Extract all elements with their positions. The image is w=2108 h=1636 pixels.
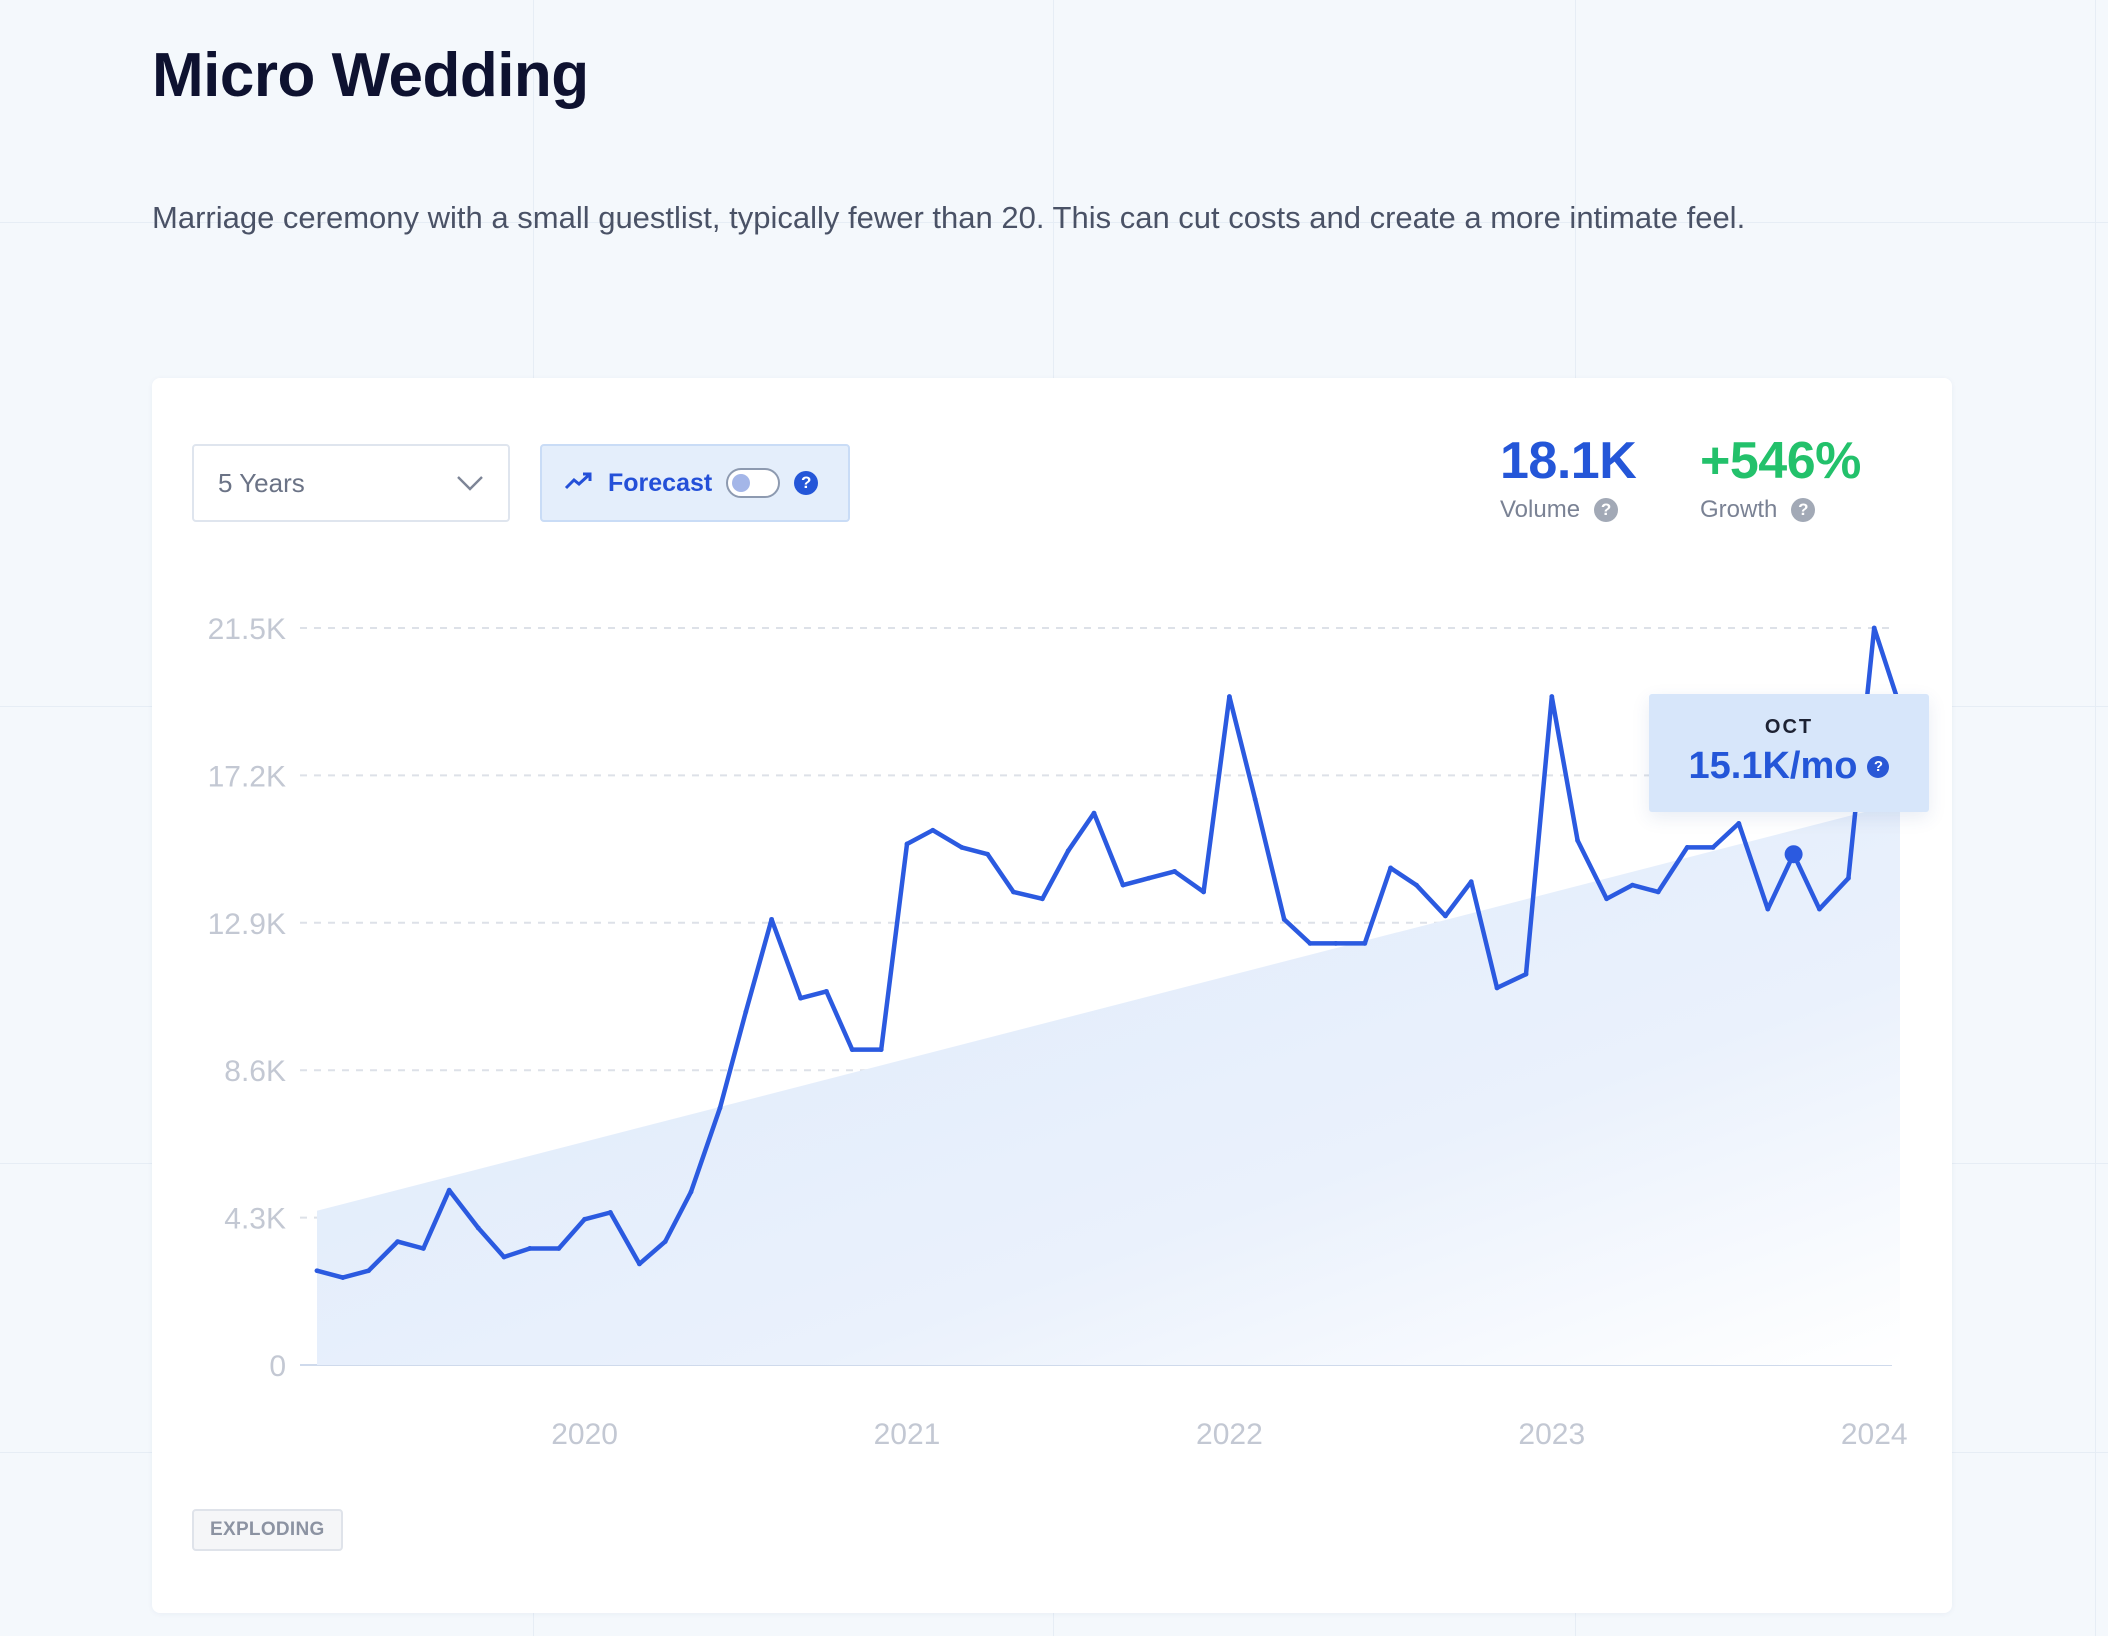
x-tick-label: 2023 [1518,1418,1585,1451]
data-point [1146,875,1152,881]
data-point [1630,882,1635,888]
data-point [395,1239,401,1244]
page-title: Micro Wedding [152,41,589,110]
data-point [1655,889,1661,895]
question-icon[interactable]: ? [794,471,819,495]
forecast-toggle[interactable] [726,468,781,498]
data-point [1604,896,1610,902]
forecast-label: Forecast [608,468,713,497]
tooltip-value: 15.1K/mo [1688,745,1858,787]
data-point [959,844,965,850]
data-point [1227,694,1232,699]
data-point [582,1216,587,1222]
data-point [1523,971,1529,977]
data-point [743,1009,749,1015]
data-point [1575,838,1580,843]
data-point [662,1239,668,1244]
data-point [607,1210,613,1215]
highlight-point [1784,845,1803,864]
data-point [849,1047,855,1053]
volume-stat: 18.1K Volume ? [1500,432,1637,524]
data-point [446,1187,452,1193]
trend-area [317,802,1900,1365]
data-point [823,988,829,994]
toggle-knob [732,474,751,492]
data-point [904,841,910,847]
data-point [1494,985,1500,991]
growth-label: Growth [1700,496,1778,524]
data-point [769,916,774,922]
time-range-select[interactable]: 5 Years [192,444,510,522]
data-point [985,851,990,857]
trend-up-icon [564,471,594,496]
data-point [1252,796,1258,802]
y-tick-label: 0 [269,1350,286,1383]
data-point [1468,879,1474,885]
data-point [1710,844,1716,850]
y-tick-label: 12.9K [208,908,286,941]
data-point [1362,940,1368,946]
data-point [878,1047,884,1053]
volume-value: 18.1K [1500,432,1637,490]
series-line [314,625,1903,1280]
tooltip-month: OCT [1764,716,1814,738]
data-point [420,1246,426,1251]
y-tick-label: 4.3K [224,1203,286,1236]
x-tick-label: 2022 [1196,1418,1263,1451]
data-point [1413,882,1419,888]
data-point [1010,889,1016,895]
forecast-toggle-group[interactable]: Forecast ? [540,444,850,522]
data-point [1281,916,1287,922]
data-point [556,1246,562,1251]
data-point [1201,889,1207,895]
data-point [798,995,804,1001]
data-point [1871,625,1877,631]
data-point [1816,906,1822,912]
chart-tooltip: OCT 15.1K/mo ? [1649,694,1929,812]
data-point [688,1189,694,1195]
data-point [717,1105,723,1111]
question-icon[interactable]: ? [1594,498,1619,523]
data-point [1388,865,1394,871]
data-point [1333,940,1339,946]
data-point [637,1261,642,1267]
data-point [1736,820,1742,826]
data-point [340,1275,346,1280]
data-point [1765,906,1771,912]
volume-label: Volume [1500,496,1581,524]
data-point [1172,868,1177,874]
trend-line-chart[interactable]: 0 4.3K 8.6K 12.9K 17.2K 21.5K 2020 2021 2022 2023… [152,378,1952,1478]
x-tick-label: 2024 [1841,1418,1908,1451]
data-point [930,827,936,833]
data-point [527,1246,533,1251]
data-point [1443,913,1448,919]
y-tick-label: 17.2K [208,760,286,793]
data-point [314,1268,320,1274]
growth-stat: +546% Growth ? [1700,432,1861,524]
time-range-value: 5 Years [218,467,305,498]
data-point [1040,896,1045,902]
growth-value: +546% [1700,432,1861,490]
x-tick-label: 2021 [874,1418,941,1451]
status-badge: EXPLODING [192,1509,343,1551]
data-point [1307,940,1313,946]
data-point [1065,848,1071,854]
trend-card: 5 Years Forecast ? 18.1K Volume ? +546% … [152,378,1952,1613]
y-tick-label: 8.6K [224,1055,286,1088]
data-point [475,1225,481,1231]
data-point [1120,882,1126,888]
data-point [1549,694,1555,699]
data-point [501,1254,507,1260]
chevron-down-icon [456,468,484,499]
data-point [1684,844,1690,850]
data-point [366,1268,371,1274]
question-icon[interactable]: ? [1791,498,1816,523]
y-tick-label: 21.5K [208,613,286,646]
x-tick-label: 2020 [551,1418,618,1451]
question-icon[interactable]: ? [1867,755,1890,778]
data-point [1091,810,1097,816]
page-description: Marriage ceremony with a small guestlist… [152,200,1746,235]
data-point [1846,875,1851,881]
